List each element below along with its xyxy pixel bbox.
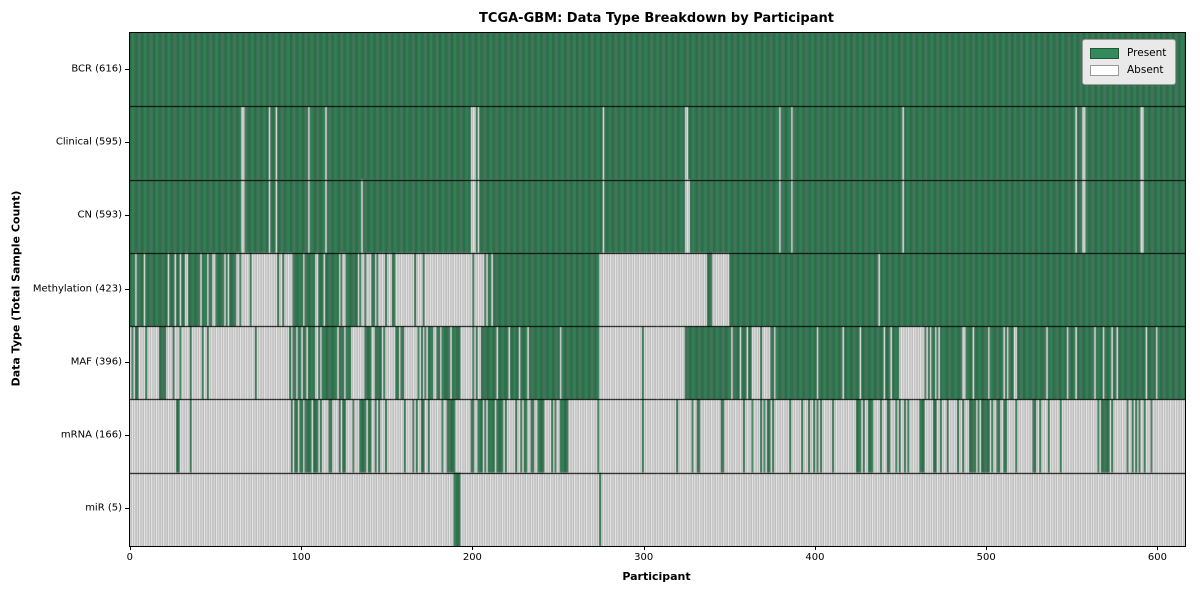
bars-canvas (130, 33, 1185, 546)
x-tick-mark (472, 546, 473, 550)
y-tick-label-BCR: BCR (616) (71, 63, 122, 75)
x-tick-label-200: 200 (462, 552, 482, 563)
y-tick-mark (125, 508, 129, 509)
x-tick-label-400: 400 (805, 552, 825, 563)
y-tick-label-MAF: MAF (396) (70, 356, 122, 368)
present-swatch-icon (1090, 48, 1119, 59)
x-tick-label-0: 0 (126, 552, 134, 563)
y-tick-label-CN: CN (593) (77, 209, 122, 221)
y-tick-mark (125, 435, 129, 436)
y-tick-label-Clinical: Clinical (595) (55, 136, 122, 148)
y-axis-label: Data Type (Total Sample Count) (9, 190, 23, 387)
legend: Present Absent (1082, 39, 1176, 85)
y-tick-mark (125, 69, 129, 70)
y-tick-label-mRNA: mRNA (166) (60, 429, 122, 441)
x-tick-mark (130, 546, 131, 550)
y-tick-label-miR: miR (5) (85, 502, 122, 514)
absent-swatch-icon (1090, 65, 1119, 76)
x-tick-label-100: 100 (291, 552, 311, 563)
legend-label-present: Present (1127, 47, 1167, 59)
plot-area (129, 32, 1186, 547)
x-tick-label-600: 600 (1147, 552, 1167, 563)
y-tick-mark (125, 362, 129, 363)
x-tick-mark (644, 546, 645, 550)
x-axis-label: Participant (622, 570, 691, 583)
x-tick-mark (986, 546, 987, 550)
y-tick-mark (125, 142, 129, 143)
chart-title: TCGA-GBM: Data Type Breakdown by Partici… (479, 11, 834, 26)
x-tick-mark (301, 546, 302, 550)
y-tick-mark (125, 289, 129, 290)
x-tick-mark (1157, 546, 1158, 550)
y-tick-label-Methylation: Methylation (423) (32, 283, 122, 294)
legend-entry-absent: Absent (1090, 62, 1167, 79)
x-tick-label-300: 300 (634, 552, 654, 563)
legend-label-absent: Absent (1127, 64, 1164, 76)
x-tick-label-500: 500 (976, 552, 996, 563)
legend-entry-present: Present (1090, 45, 1167, 62)
x-tick-mark (815, 546, 816, 550)
y-tick-mark (125, 215, 129, 216)
